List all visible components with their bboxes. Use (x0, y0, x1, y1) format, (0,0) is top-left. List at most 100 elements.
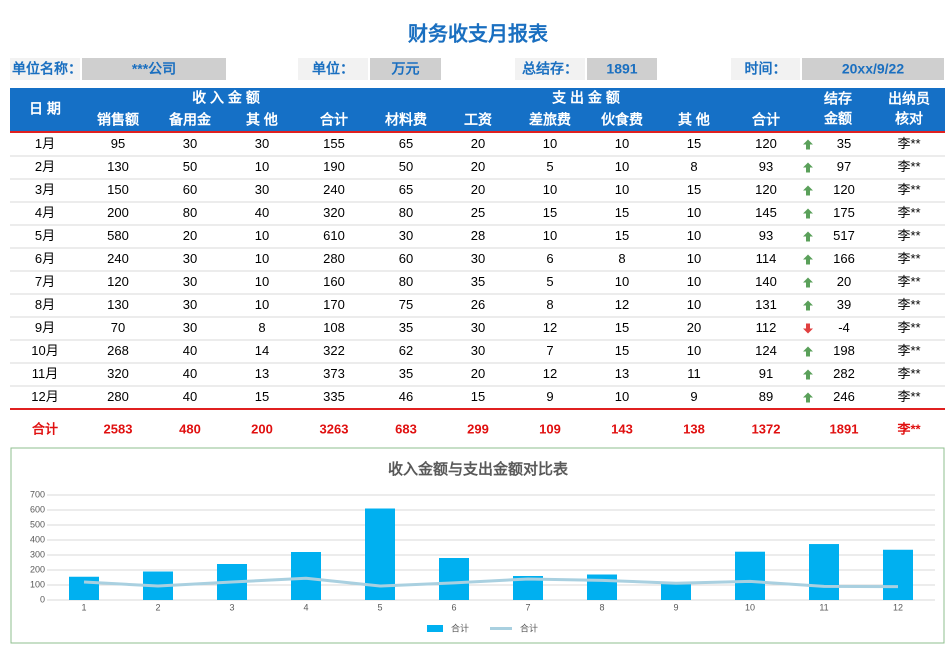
x-tick-label: 4 (303, 602, 308, 612)
bar (735, 551, 765, 600)
x-tick-label: 7 (525, 602, 530, 612)
cell: 40 (183, 389, 197, 404)
info-value: ***公司 (132, 61, 176, 77)
total-cell: 合计 (32, 421, 58, 436)
cell: 30 (399, 228, 413, 243)
cell: 75 (399, 297, 413, 312)
cell: 35 (837, 136, 851, 151)
cell: 15 (543, 205, 557, 220)
cell: 12 (543, 366, 557, 381)
cell: 70 (111, 320, 125, 335)
cell: 240 (107, 251, 129, 266)
x-tick-label: 9 (673, 602, 678, 612)
cell: 160 (323, 274, 345, 289)
cell: 李** (897, 274, 920, 289)
x-tick-label: 12 (893, 602, 903, 612)
info-label-bg (515, 58, 585, 80)
info-label-bg (731, 58, 800, 80)
total-cell: 1372 (752, 421, 781, 436)
cell: 39 (837, 297, 851, 312)
total-cell: 143 (611, 421, 633, 436)
cell: 335 (323, 389, 345, 404)
total-cell: 李** (896, 421, 921, 436)
cell: 40 (255, 205, 269, 220)
cell: 50 (183, 159, 197, 174)
cell: 12月 (31, 389, 58, 404)
cell: 46 (399, 389, 413, 404)
cell: 190 (323, 159, 345, 174)
cell: 20 (837, 274, 851, 289)
cell: 6 (546, 251, 553, 266)
info-value-bg (82, 58, 226, 80)
arrow-up (803, 185, 813, 196)
info-value: 万元 (391, 61, 420, 77)
cell: 15 (471, 389, 485, 404)
cell: 9月 (35, 320, 55, 335)
arrow-up (803, 231, 813, 242)
header-column: 伙食费 (601, 112, 643, 128)
x-tick-label: 3 (229, 602, 234, 612)
info-value-bg (587, 58, 657, 80)
cell: 65 (399, 182, 413, 197)
info-value-bg (370, 58, 441, 80)
cell: 30 (255, 182, 269, 197)
cell: 280 (323, 251, 345, 266)
arrow-up (803, 392, 813, 403)
cell: 10 (255, 228, 269, 243)
x-tick-label: 8 (599, 602, 604, 612)
cell: 30 (183, 251, 197, 266)
header-expense: 支 出 金 额 (551, 90, 620, 106)
header-column: 工资 (464, 112, 492, 128)
y-tick-label: 200 (30, 564, 45, 574)
arrow-up (803, 162, 813, 173)
cell: 30 (183, 136, 197, 151)
header-cashier: 核对 (895, 111, 923, 127)
cell: 30 (183, 320, 197, 335)
cell: 10 (687, 297, 701, 312)
cell: 112 (756, 320, 777, 335)
cell: 5 (546, 274, 553, 289)
header-column: 材料费 (385, 112, 427, 128)
cell: 246 (833, 389, 855, 404)
cell: 7 (546, 343, 553, 358)
y-tick-label: 600 (30, 504, 45, 514)
cell: 25 (471, 205, 485, 220)
cell: 80 (183, 205, 197, 220)
info-label-bg (298, 58, 368, 80)
y-tick-label: 400 (30, 534, 45, 544)
cell: 8月 (35, 297, 55, 312)
cell: 4月 (35, 205, 55, 220)
cell: 26 (471, 297, 485, 312)
cell: 15 (615, 320, 629, 335)
cell: 李** (897, 320, 920, 335)
cell: 120 (755, 136, 777, 151)
x-tick-label: 2 (155, 602, 160, 612)
cell: 20 (183, 228, 197, 243)
cell: 155 (323, 136, 345, 151)
cell: 517 (833, 228, 855, 243)
cell: 175 (833, 205, 855, 220)
x-tick-label: 1 (81, 602, 86, 612)
header-column: 销售额 (97, 112, 139, 128)
cell: 10 (687, 228, 701, 243)
cell: 35 (399, 366, 413, 381)
y-tick-label: 700 (30, 489, 45, 499)
info-value-bg (802, 58, 944, 80)
cell: 30 (471, 251, 485, 266)
cell: 8 (690, 159, 697, 174)
x-tick-label: 5 (377, 602, 382, 612)
cell: 10 (615, 389, 629, 404)
cell: 6月 (35, 251, 55, 266)
cell: 10 (255, 159, 269, 174)
arrow-up (803, 208, 813, 219)
cell: 30 (183, 274, 197, 289)
cell: 李** (897, 159, 920, 174)
cell: 14 (255, 343, 269, 358)
cell: 240 (323, 182, 345, 197)
chart-title: 收入金额与支出金额对比表 (388, 460, 569, 478)
cell: 15 (615, 228, 629, 243)
cell: 120 (833, 182, 855, 197)
cell: 80 (399, 205, 413, 220)
header-date: 日 期 (29, 101, 61, 117)
